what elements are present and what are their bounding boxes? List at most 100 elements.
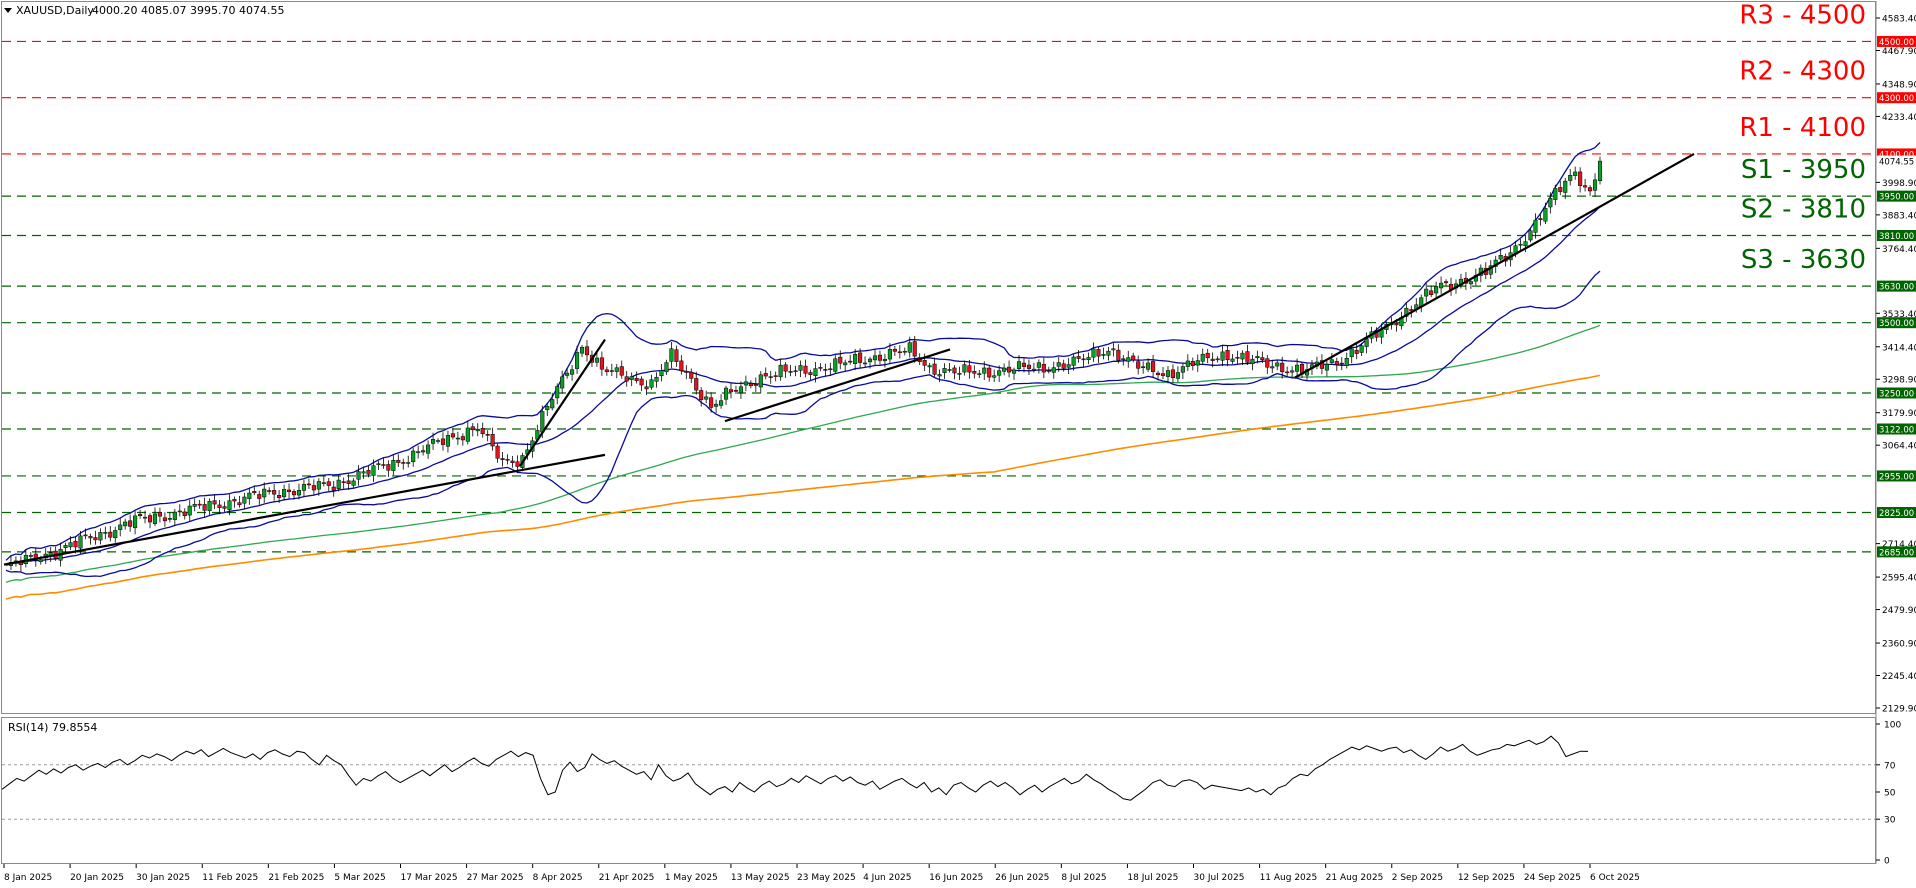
bull-candle [1573, 171, 1578, 176]
bear-candle [93, 537, 98, 541]
bull-candle [664, 362, 669, 373]
rsi-tick-label: 0 [1884, 857, 1890, 867]
bull-candle [1439, 282, 1444, 289]
ohlc-readout: 4000.20 4085.07 3995.70 4074.55 [92, 4, 284, 17]
support-level-tag-bg [1877, 546, 1916, 558]
bull-candle [579, 346, 585, 354]
support-level-tag-bg [1877, 280, 1916, 292]
bear-candle [500, 458, 505, 460]
bear-candle [1245, 351, 1250, 363]
bull-candle [1290, 370, 1295, 373]
bear-candle [624, 376, 629, 382]
bear-candle [341, 481, 346, 483]
trendline [724, 348, 951, 423]
bull-candle [743, 381, 748, 386]
rsi-title: RSI(14) 79.8554 [8, 721, 97, 734]
bear-candle [788, 371, 793, 373]
price-tick-label: 3883.40 [1882, 211, 1916, 221]
price-tick-label: 3998.90 [1882, 179, 1916, 189]
bear-candle [808, 372, 813, 375]
bear-candle [197, 503, 202, 506]
bull-candle [356, 471, 361, 480]
bull-candle [719, 400, 724, 406]
bull-candle [1523, 241, 1528, 247]
bear-candle [257, 494, 262, 499]
bull-candle [704, 396, 709, 400]
bull-candle [1498, 254, 1503, 260]
bull-candle [411, 450, 416, 463]
bear-candle [639, 378, 644, 386]
bear-candle [217, 504, 222, 508]
bear-candle [277, 495, 282, 498]
bull-candle [1011, 369, 1017, 374]
bull-candle [435, 440, 441, 442]
bull-candle [1126, 357, 1131, 362]
bull-candle [1255, 356, 1260, 359]
bull-candle [316, 481, 321, 490]
time-tick-label: 6 Oct 2025 [1590, 873, 1640, 883]
bear-candle [952, 367, 957, 374]
bull-candle [1220, 351, 1225, 361]
time-tick-label: 1 May 2025 [665, 873, 718, 883]
collapse-triangle-icon[interactable] [4, 8, 12, 13]
time-tick-label: 18 Jul 2025 [1127, 873, 1178, 883]
ma-long-line [5, 374, 1601, 600]
bull-candle [282, 489, 287, 498]
bear-candle [381, 464, 386, 466]
bull-candle [1195, 360, 1200, 366]
resistance-level-label: R2 - 4300 [1739, 57, 1866, 87]
bull-candle [957, 373, 962, 375]
price-axis: 4583.40 4467.90 4348.90 4233.40 3998.90 3883.… [1876, 15, 1916, 715]
bull-candle [1250, 358, 1255, 365]
bear-candle [748, 383, 753, 387]
bull-candle [758, 374, 763, 388]
current-price-tag: 4074.55 [1879, 158, 1914, 168]
bull-candle [465, 427, 470, 442]
bull-candle [575, 352, 580, 369]
price-tick-label: 4233.40 [1882, 113, 1916, 123]
bear-candle [972, 371, 977, 374]
bear-candle [1131, 355, 1136, 361]
bull-candle [1056, 362, 1061, 367]
bull-candle [654, 376, 659, 382]
bull-candle [545, 406, 550, 411]
bear-candle [828, 368, 833, 371]
bull-candle [247, 492, 252, 499]
bull-candle [98, 532, 103, 541]
bull-candle [152, 513, 158, 524]
bear-candle [1041, 364, 1046, 373]
current-price-tag-bg [1877, 155, 1916, 167]
bear-candle [689, 371, 694, 379]
bull-candle [843, 362, 848, 366]
bull-candle [1275, 362, 1280, 367]
bull-candle [723, 387, 729, 400]
resistance-level-label: R1 - 4100 [1739, 113, 1866, 143]
rsi-tick-label: 70 [1884, 761, 1896, 771]
bear-candle [848, 360, 853, 363]
bear-candle [699, 390, 704, 401]
bear-candle [619, 366, 624, 376]
bull-candle [1468, 281, 1473, 285]
bull-candle [1165, 370, 1171, 377]
bear-candle [147, 515, 153, 523]
bear-candle [733, 390, 739, 392]
bull-candle [540, 411, 545, 433]
time-tick-label: 23 May 2025 [797, 873, 856, 883]
price-tick-label: 4467.90 [1882, 47, 1916, 57]
resistance-level-tag-bg [1877, 35, 1916, 47]
bull-candle [336, 479, 341, 489]
bull-candle [242, 496, 247, 504]
bear-candle [505, 458, 510, 461]
time-tick-label: 24 Sep 2025 [1524, 873, 1581, 883]
time-tick-label: 16 Jun 2025 [929, 873, 983, 883]
bull-candle [1106, 350, 1111, 356]
bull-candle [1086, 357, 1091, 361]
bull-candle [594, 357, 599, 363]
bull-candle [207, 500, 212, 511]
bull-candle [192, 504, 197, 507]
bull-candle [1528, 230, 1533, 241]
bull-candle [882, 358, 887, 362]
support-level-tag: 3122.00 [1879, 425, 1914, 435]
bear-candle [177, 510, 182, 513]
bull-candle [376, 463, 381, 465]
